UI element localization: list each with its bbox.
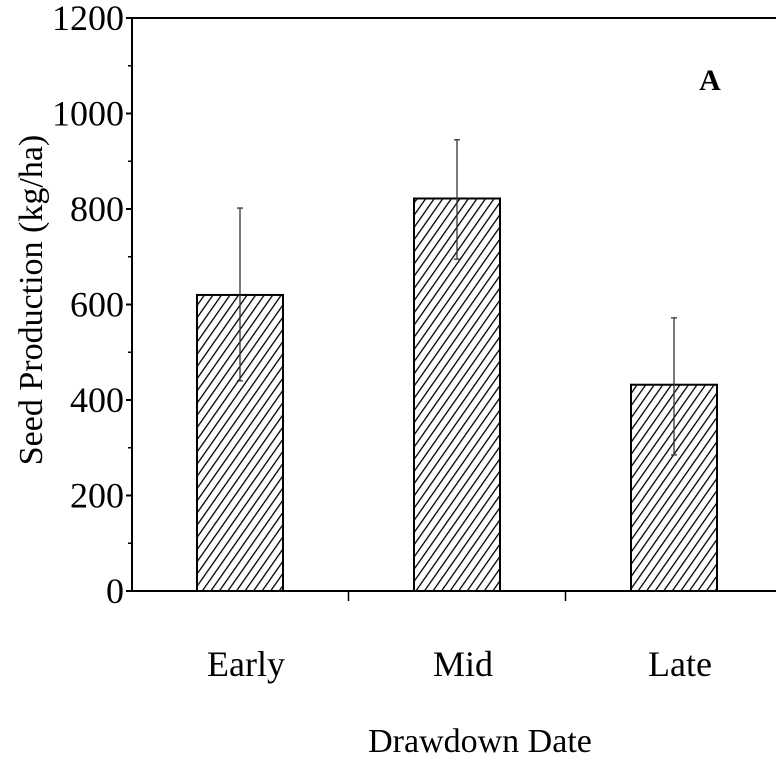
category-label-early: Early xyxy=(207,644,285,684)
category-label-mid: Mid xyxy=(433,644,493,684)
y-tick-label: 200 xyxy=(70,476,124,516)
y-tick-label: 1000 xyxy=(52,94,124,134)
y-tick-label: 1200 xyxy=(52,0,124,38)
category-labels: Early Mid Late xyxy=(207,644,712,684)
panel-label: A xyxy=(699,64,721,97)
y-axis-title: Seed Production (kg/ha) xyxy=(13,135,50,466)
error-bars xyxy=(237,139,677,456)
y-tick-label: 0 xyxy=(106,571,124,611)
category-label-late: Late xyxy=(648,644,712,684)
x-axis-ticks xyxy=(347,591,567,601)
y-tick-label: 400 xyxy=(70,380,124,420)
y-axis-ticks: 0 200 400 600 800 1000 1200 xyxy=(52,0,132,611)
bars xyxy=(196,197,718,592)
y-tick-label: 600 xyxy=(70,285,124,325)
y-tick-label: 800 xyxy=(70,189,124,229)
x-axis-title: Drawdown Date xyxy=(368,723,592,759)
